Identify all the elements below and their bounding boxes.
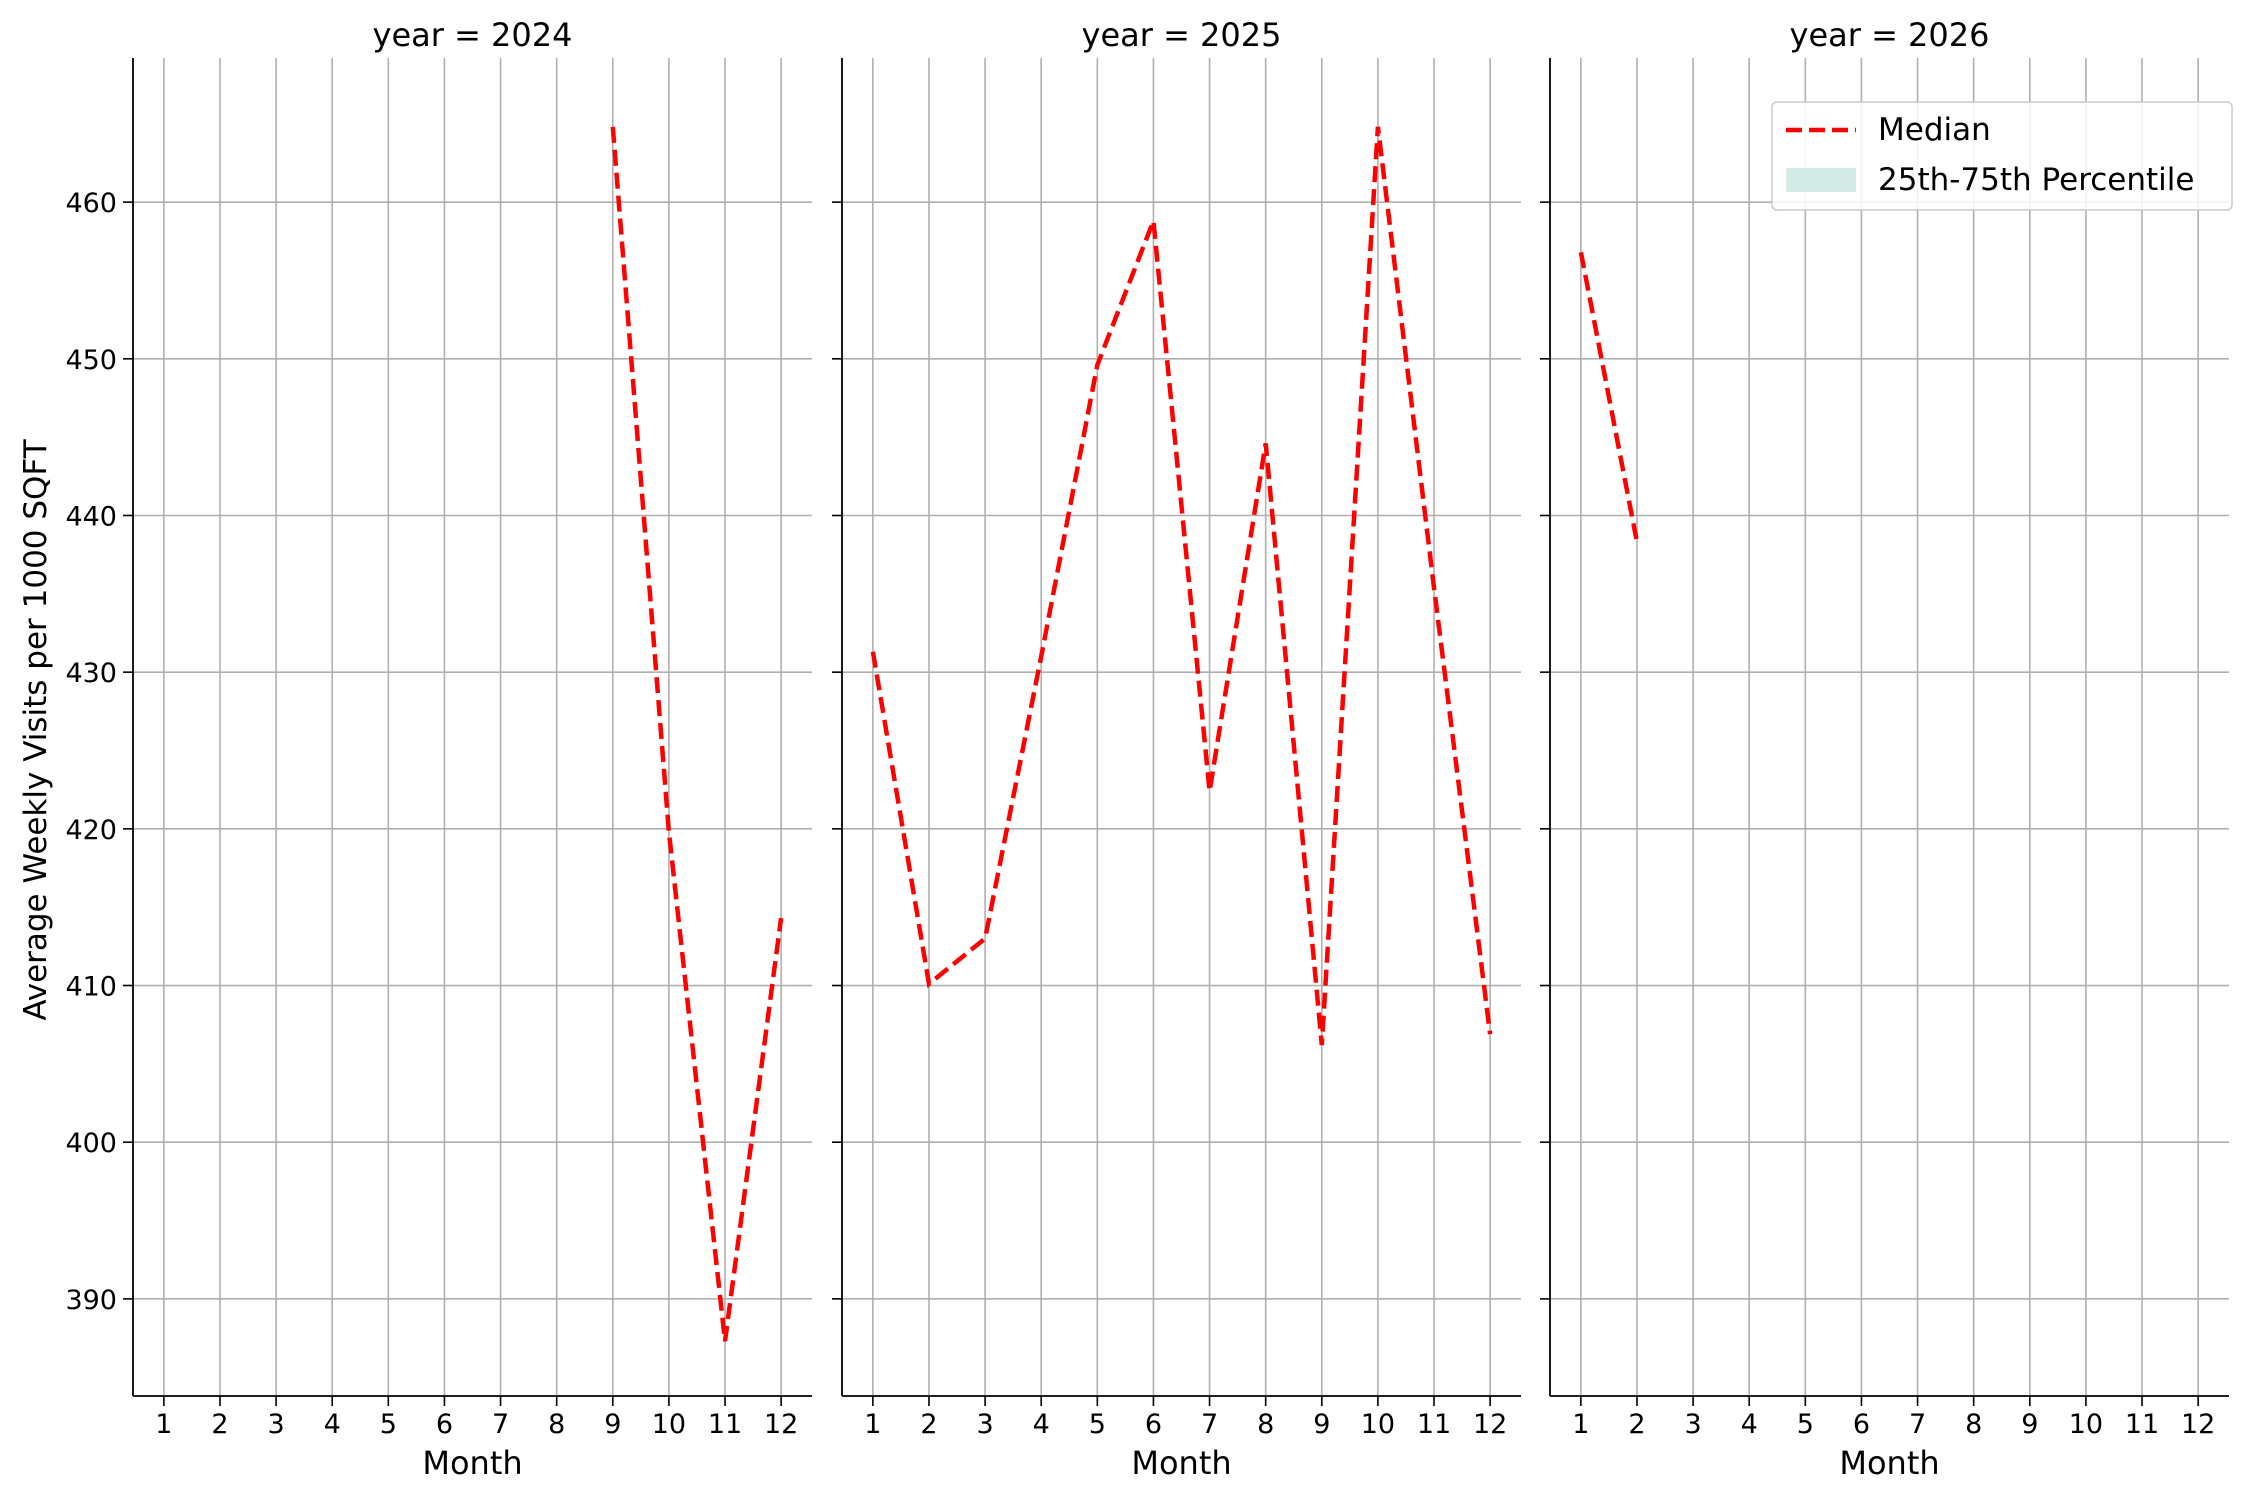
y-tick-label: 410 [65, 972, 117, 1003]
x-tick-label: 2 [920, 1409, 937, 1440]
legend-frame [1771, 101, 2233, 211]
x-tick-label: 2 [211, 1409, 228, 1440]
x-tick-label: 4 [1741, 1409, 1758, 1440]
x-tick-label: 3 [1685, 1409, 1702, 1440]
x-tick-label: 1 [155, 1409, 172, 1440]
y-axis-label: Average Weekly Visits per 1000 SQFT [18, 438, 54, 1020]
x-tick-label: 10 [2069, 1409, 2103, 1440]
x-tick-label: 9 [2021, 1409, 2038, 1440]
x-tick-label: 4 [1033, 1409, 1050, 1440]
x-tick-label: 5 [1797, 1409, 1814, 1440]
x-tick-label: 4 [324, 1409, 341, 1440]
median-line [1578, 251, 1640, 543]
legend-median-label: Median [1878, 112, 1991, 148]
x-tick-label: 9 [1313, 1409, 1330, 1440]
x-tick-label: 8 [1257, 1409, 1274, 1440]
median-line [870, 126, 1493, 1046]
legend-percentile-swatch [1786, 168, 1856, 192]
facet-title: year = 2025 [1082, 16, 1282, 54]
median-line [610, 126, 784, 1342]
x-axis-label: Month [422, 1444, 522, 1482]
x-tick-label: 6 [1853, 1409, 1870, 1440]
x-tick-label: 9 [604, 1409, 621, 1440]
x-tick-label: 10 [1361, 1409, 1395, 1440]
x-tick-label: 2 [1628, 1409, 1645, 1440]
facet-title: year = 2026 [1790, 16, 1990, 54]
y-tick-label: 390 [65, 1285, 117, 1316]
x-tick-label: 5 [380, 1409, 397, 1440]
y-tick-label: 400 [65, 1128, 117, 1159]
x-tick-label: 12 [2181, 1409, 2215, 1440]
y-tick-label: 440 [65, 501, 117, 532]
x-tick-label: 7 [1201, 1409, 1218, 1440]
x-tick-label: 5 [1089, 1409, 1106, 1440]
legend-percentile-label: 25th-75th Percentile [1878, 162, 2194, 198]
x-tick-label: 11 [2125, 1409, 2159, 1440]
x-tick-label: 3 [977, 1409, 994, 1440]
x-tick-label: 3 [268, 1409, 285, 1440]
x-axis-label: Month [1131, 1444, 1231, 1482]
x-tick-label: 11 [708, 1409, 742, 1440]
x-tick-label: 12 [764, 1409, 798, 1440]
x-tick-label: 6 [1145, 1409, 1162, 1440]
x-tick-label: 10 [652, 1409, 686, 1440]
x-tick-label: 1 [1572, 1409, 1589, 1440]
y-tick-label: 450 [65, 345, 117, 376]
facet-title: year = 2024 [373, 16, 573, 54]
x-tick-label: 7 [492, 1409, 509, 1440]
x-tick-label: 11 [1417, 1409, 1451, 1440]
legend: Median 25th-75th Percentile [1771, 101, 2233, 211]
x-tick-label: 6 [436, 1409, 453, 1440]
x-tick-label: 8 [1965, 1409, 1982, 1440]
x-axis-label: Month [1839, 1444, 1939, 1482]
y-tick-label: 430 [65, 658, 117, 689]
y-tick-label: 460 [65, 188, 117, 219]
x-tick-label: 7 [1909, 1409, 1926, 1440]
x-tick-label: 8 [548, 1409, 565, 1440]
y-tick-label: 420 [65, 815, 117, 846]
x-tick-label: 12 [1473, 1409, 1507, 1440]
x-tick-label: 1 [864, 1409, 881, 1440]
